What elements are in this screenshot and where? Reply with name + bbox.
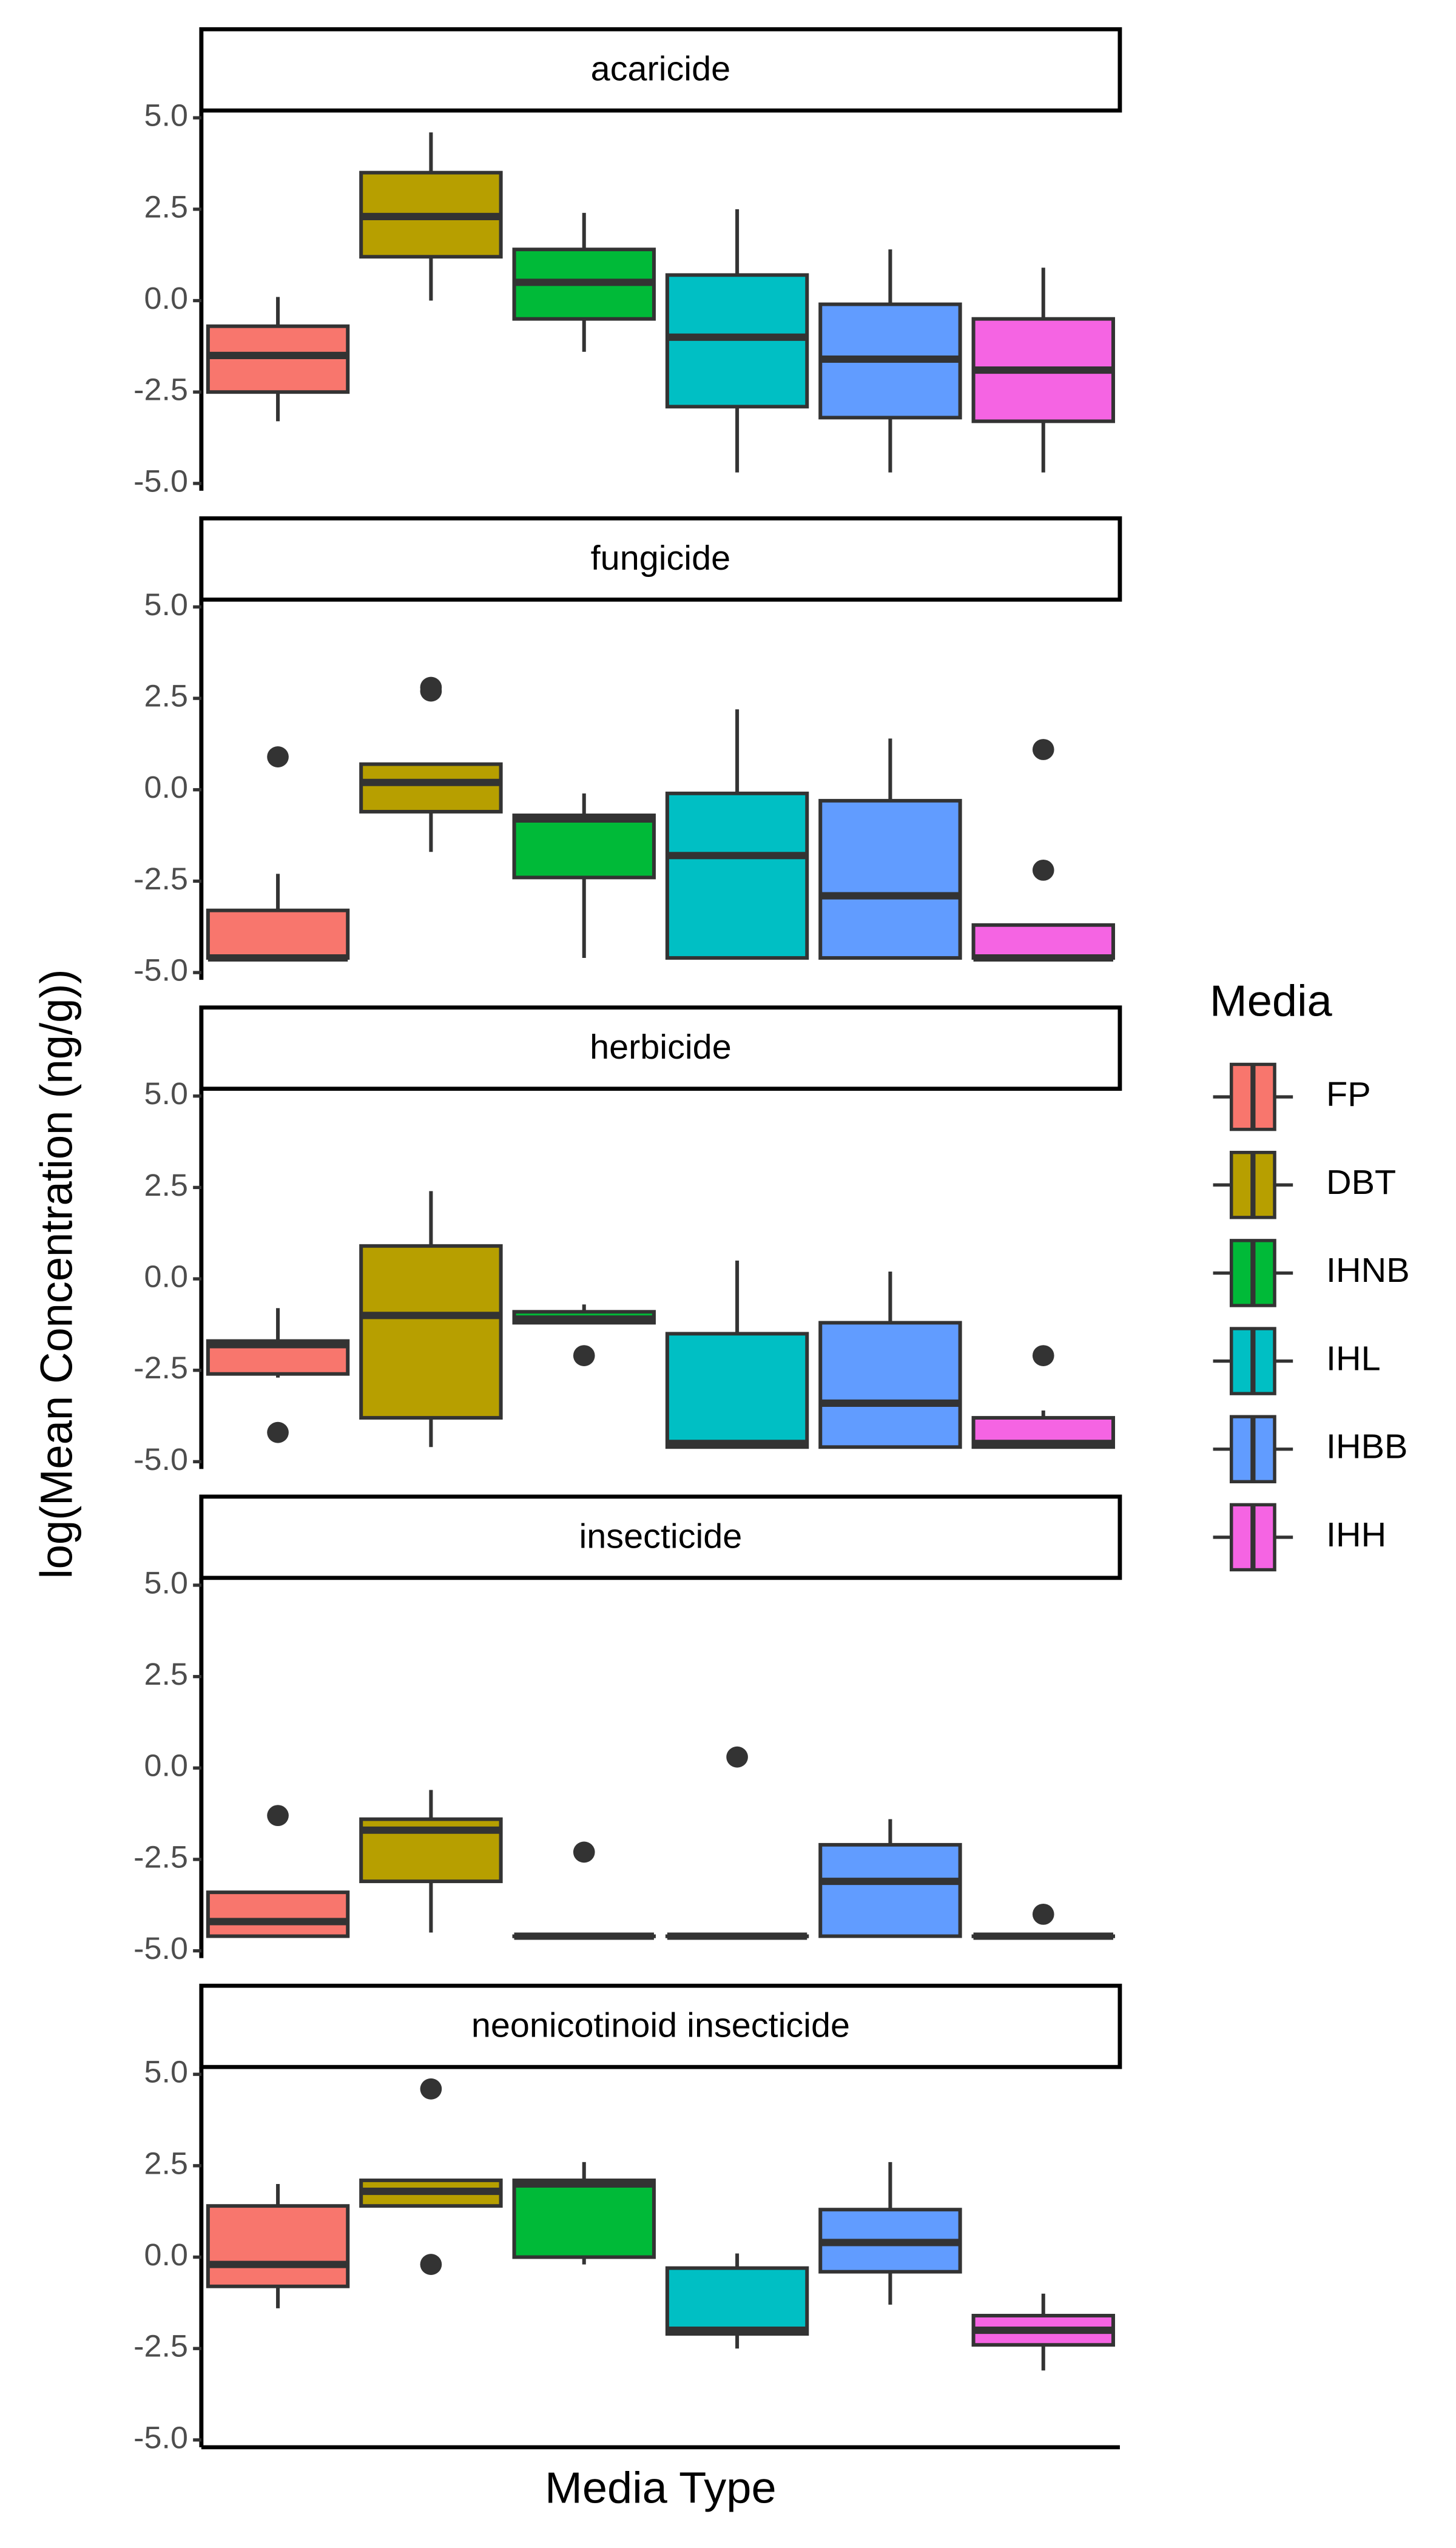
box xyxy=(359,762,503,814)
outlier xyxy=(573,1345,595,1367)
outlier xyxy=(420,676,442,698)
legend-label: DBT xyxy=(1326,1164,1396,1202)
box xyxy=(206,908,350,960)
y-tick-label: -2.5 xyxy=(133,372,188,406)
outlier xyxy=(420,2254,442,2275)
legend-title: Media xyxy=(1210,976,1332,1025)
y-tick-label: -5.0 xyxy=(133,463,188,498)
strip xyxy=(199,1005,1122,1091)
y-tick-label: 2.5 xyxy=(144,678,188,713)
outlier xyxy=(1032,739,1054,760)
y-tick-label: -2.5 xyxy=(133,1350,188,1385)
box xyxy=(818,1842,962,1938)
box xyxy=(512,2179,656,2259)
box xyxy=(818,798,962,960)
y-tick-label: 5.0 xyxy=(144,2054,188,2089)
outlier xyxy=(267,746,289,767)
y-tick-label: 2.5 xyxy=(144,1657,188,1691)
y-tick-label: -2.5 xyxy=(133,1839,188,1874)
outlier xyxy=(573,1841,595,1863)
y-tick-label: 2.5 xyxy=(144,189,188,224)
outlier xyxy=(267,1805,289,1827)
y-axis-title: log(Mean Concentration (ng/g)) xyxy=(32,969,82,1579)
outlier xyxy=(420,2078,442,2100)
box xyxy=(512,814,656,880)
y-tick-label: 0.0 xyxy=(144,770,188,804)
legend-label: IHBB xyxy=(1326,1427,1407,1466)
y-tick-label: -2.5 xyxy=(133,861,188,895)
outlier xyxy=(1032,859,1054,881)
y-tick-label: -5.0 xyxy=(133,1931,188,1966)
y-tick-label: -5.0 xyxy=(133,952,188,987)
y-tick-label: 5.0 xyxy=(144,1565,188,1600)
strip-label: neonicotinoid insecticide xyxy=(471,2006,850,2044)
box xyxy=(665,791,809,960)
outlier xyxy=(726,1746,748,1768)
outlier xyxy=(1032,1345,1054,1367)
strip-label: insecticide xyxy=(579,1517,742,1555)
x-axis-title: Media Type xyxy=(545,2463,776,2512)
strip-label: acaricide xyxy=(591,50,730,88)
y-tick-label: 2.5 xyxy=(144,2146,188,2180)
strip xyxy=(199,1983,1122,2069)
y-tick-label: -2.5 xyxy=(133,2328,188,2363)
strip xyxy=(199,516,1122,602)
y-tick-label: 0.0 xyxy=(144,281,188,315)
y-tick-label: -5.0 xyxy=(133,1441,188,1476)
legend-label: FP xyxy=(1326,1075,1371,1113)
strip-label: fungicide xyxy=(591,539,730,578)
box xyxy=(206,2204,350,2288)
y-tick-label: 5.0 xyxy=(144,587,188,621)
strip-label: herbicide xyxy=(590,1028,732,1067)
y-tick-label: -5.0 xyxy=(133,2420,188,2455)
outlier xyxy=(267,1421,289,1443)
legend-label: IHNB xyxy=(1326,1252,1410,1290)
legend-label: IHH xyxy=(1326,1515,1386,1554)
y-tick-label: 5.0 xyxy=(144,1076,188,1111)
strip xyxy=(199,1494,1122,1580)
y-tick-label: 0.0 xyxy=(144,1748,188,1782)
box xyxy=(665,273,809,409)
y-tick-label: 0.0 xyxy=(144,1259,188,1293)
strip xyxy=(199,27,1122,113)
outlier xyxy=(1032,1903,1054,1925)
y-tick-label: 2.5 xyxy=(144,1167,188,1202)
box xyxy=(206,1890,350,1938)
legend-label: IHL xyxy=(1326,1340,1381,1378)
box xyxy=(665,1332,809,1449)
y-tick-label: 0.0 xyxy=(144,2237,188,2272)
box xyxy=(359,1244,503,1420)
y-tick-label: 5.0 xyxy=(144,98,188,132)
box xyxy=(665,2266,809,2336)
box xyxy=(818,1321,962,1449)
box xyxy=(971,923,1115,960)
